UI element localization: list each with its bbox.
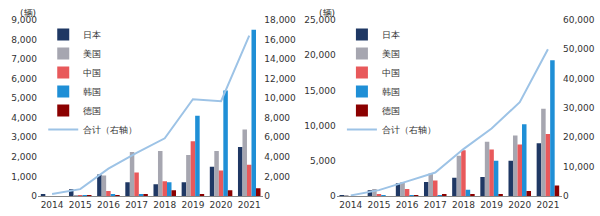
svg-text:18,000: 18,000: [264, 15, 296, 25]
svg-text:60,000: 60,000: [563, 15, 595, 25]
svg-text:10,000: 10,000: [304, 121, 336, 131]
svg-text:1,000: 1,000: [11, 172, 37, 182]
svg-text:4,000: 4,000: [264, 152, 290, 162]
svg-text:2018: 2018: [153, 200, 176, 210]
svg-text:20,000: 20,000: [304, 50, 336, 60]
svg-text:10,000: 10,000: [563, 162, 595, 172]
svg-text:0: 0: [264, 191, 270, 201]
svg-text:美国: 美国: [382, 49, 400, 59]
svg-text:2020: 2020: [508, 200, 531, 210]
svg-text:4,000: 4,000: [11, 113, 37, 123]
svg-text:2021: 2021: [536, 200, 559, 210]
svg-text:2014: 2014: [41, 200, 64, 210]
svg-text:德国: 德国: [83, 106, 101, 116]
svg-text:2016: 2016: [396, 200, 419, 210]
svg-text:3,000: 3,000: [11, 132, 37, 142]
svg-text:(辆): (辆): [20, 8, 36, 18]
svg-text:(辆): (辆): [319, 8, 335, 18]
svg-text:7,000: 7,000: [11, 54, 37, 64]
svg-text:25,000: 25,000: [304, 15, 336, 25]
svg-text:2019: 2019: [480, 200, 503, 210]
svg-text:10,000: 10,000: [264, 93, 296, 103]
svg-text:30,000: 30,000: [563, 103, 595, 113]
svg-text:2017: 2017: [424, 200, 447, 210]
svg-text:2015: 2015: [69, 200, 92, 210]
svg-text:15,000: 15,000: [304, 86, 336, 96]
svg-text:合计（右轴）: 合计（右轴）: [83, 125, 137, 135]
svg-text:中国: 中国: [382, 68, 400, 78]
svg-text:12,000: 12,000: [264, 74, 296, 84]
svg-text:6,000: 6,000: [264, 132, 290, 142]
svg-text:20,000: 20,000: [563, 132, 595, 142]
svg-text:0: 0: [330, 191, 336, 201]
svg-text:2,000: 2,000: [11, 152, 37, 162]
svg-text:16,000: 16,000: [264, 35, 296, 45]
svg-text:2016: 2016: [97, 200, 120, 210]
svg-text:2015: 2015: [367, 200, 390, 210]
svg-text:50,000: 50,000: [563, 44, 595, 54]
svg-text:2021: 2021: [238, 200, 261, 210]
svg-text:8,000: 8,000: [11, 35, 37, 45]
svg-text:14,000: 14,000: [264, 54, 296, 64]
svg-text:8,000: 8,000: [264, 113, 290, 123]
svg-text:0: 0: [31, 191, 37, 201]
svg-text:40,000: 40,000: [563, 74, 595, 84]
svg-text:9,000: 9,000: [11, 15, 37, 25]
svg-text:6,000: 6,000: [11, 74, 37, 84]
svg-text:美国: 美国: [83, 49, 101, 59]
svg-text:2,000: 2,000: [264, 172, 290, 182]
svg-text:韩国: 韩国: [382, 87, 400, 97]
svg-text:5,000: 5,000: [310, 156, 336, 166]
svg-text:2018: 2018: [452, 200, 475, 210]
svg-text:0: 0: [563, 191, 569, 201]
svg-text:日本: 日本: [83, 30, 101, 40]
svg-text:2017: 2017: [125, 200, 148, 210]
svg-text:合计（右轴）: 合计（右轴）: [382, 125, 436, 135]
svg-text:德国: 德国: [382, 106, 400, 116]
svg-text:2014: 2014: [339, 200, 362, 210]
svg-text:韩国: 韩国: [83, 87, 101, 97]
svg-text:2019: 2019: [181, 200, 204, 210]
svg-text:2020: 2020: [210, 200, 233, 210]
svg-text:中国: 中国: [83, 68, 101, 78]
svg-text:日本: 日本: [382, 30, 400, 40]
svg-text:5,000: 5,000: [11, 93, 37, 103]
